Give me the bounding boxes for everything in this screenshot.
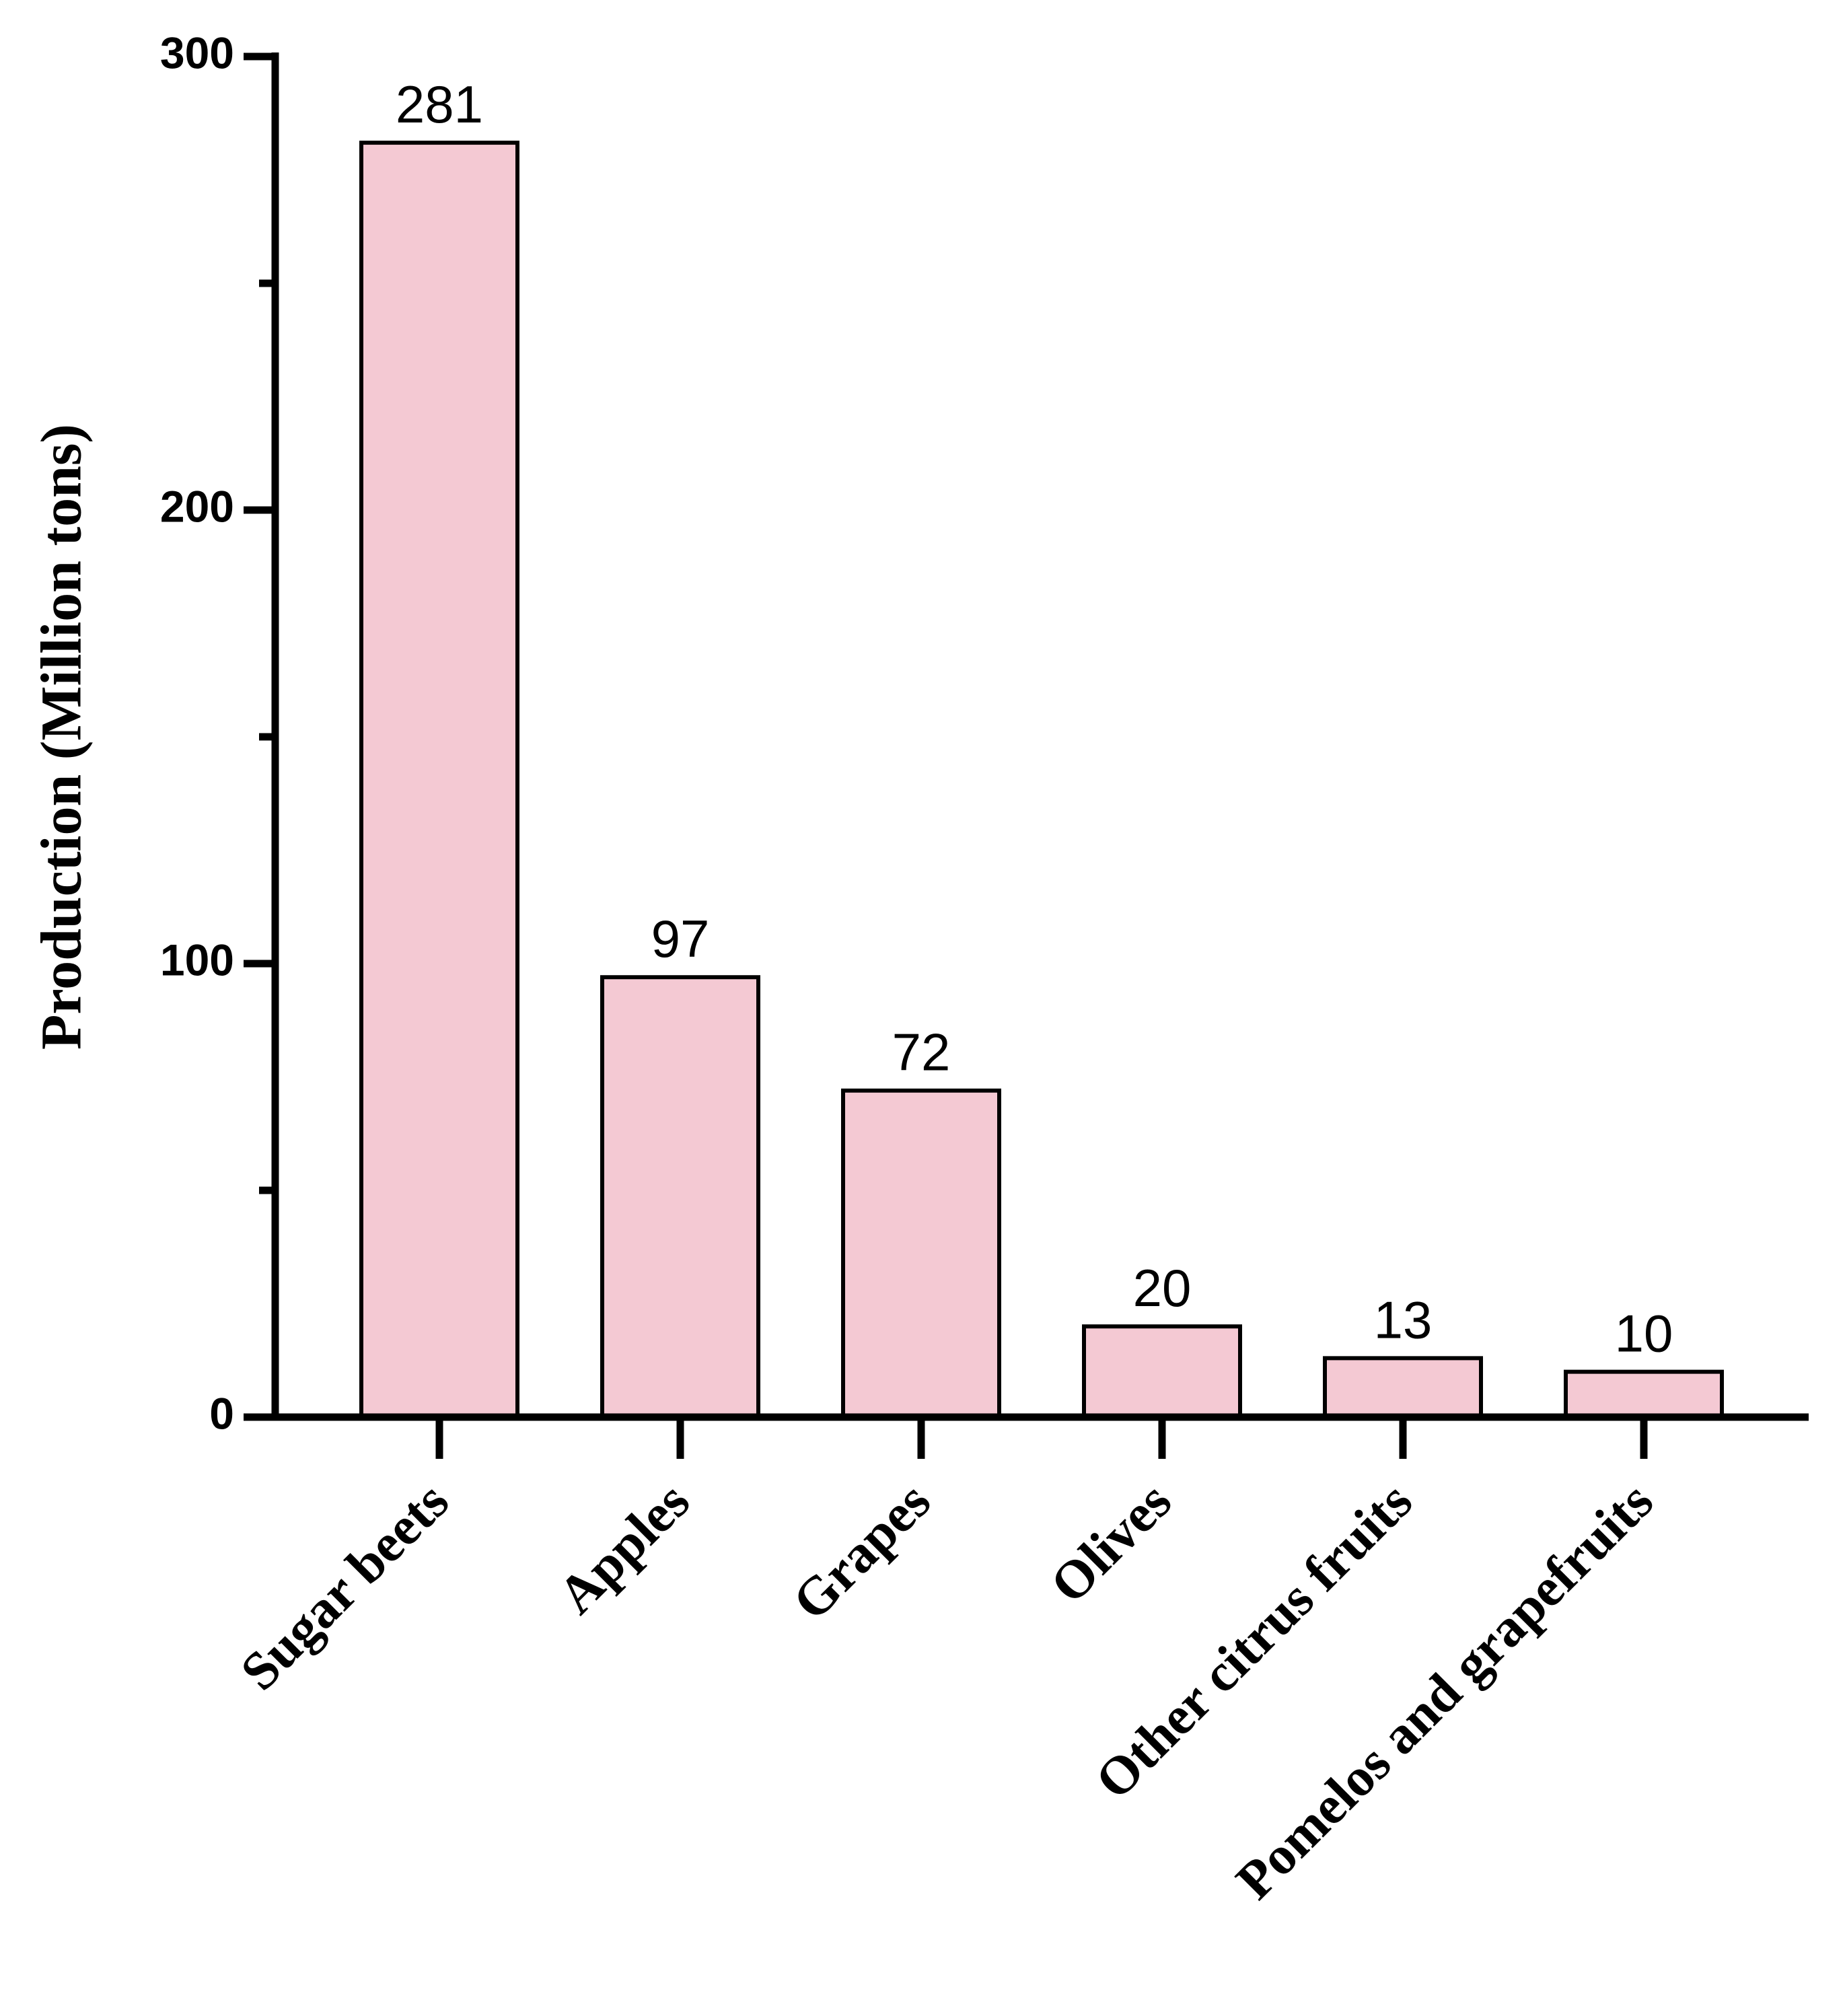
x-tick-label: Pomelos and grapefruits	[1225, 1472, 1665, 1911]
value-label: 97	[651, 909, 710, 968]
x-tick-label: Olives	[1040, 1472, 1183, 1615]
y-tick-label: 100	[160, 935, 234, 984]
bar	[1082, 1324, 1242, 1419]
y-axis-title: Production (Million tons)	[29, 424, 94, 1050]
x-tick-label: Grapes	[782, 1472, 942, 1632]
x-tick-label: Sugar beets	[229, 1472, 460, 1702]
bar	[841, 1088, 1001, 1419]
bar	[600, 975, 760, 1419]
y-tick-label: 0	[209, 1388, 234, 1438]
value-label: 281	[396, 75, 483, 134]
value-label: 20	[1133, 1258, 1192, 1318]
x-tick-label: Apples	[547, 1472, 701, 1626]
bar	[1323, 1356, 1483, 1420]
bar	[1564, 1369, 1724, 1419]
bar	[359, 141, 519, 1419]
y-tick-label: 200	[160, 481, 234, 531]
value-label: 72	[892, 1023, 951, 1082]
value-label: 13	[1374, 1290, 1433, 1349]
value-label: 10	[1615, 1304, 1673, 1363]
y-tick-label: 300	[160, 28, 234, 77]
